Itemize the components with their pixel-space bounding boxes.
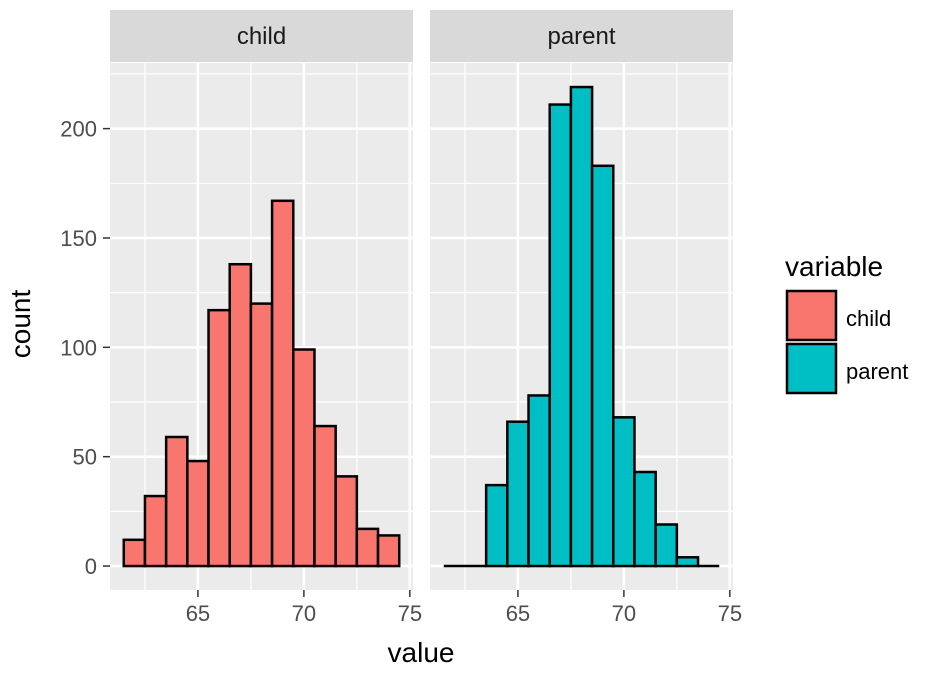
histogram-bar (506, 420, 530, 568)
facet-panel-parent: parent (430, 10, 733, 590)
legend-label-parent: parent (846, 359, 908, 384)
x-tick-label: 65 (506, 601, 530, 626)
histogram-bar (654, 523, 679, 568)
legend: variable child parent (785, 251, 908, 395)
y-axis-title: count (5, 290, 36, 359)
histogram-bar (633, 470, 657, 568)
legend-label-child: child (846, 306, 891, 331)
y-tick-label: 0 (85, 554, 97, 579)
histogram-bar (228, 262, 253, 568)
x-tick-label: 70 (612, 601, 636, 626)
histogram-bar (207, 308, 231, 568)
histogram-bar (164, 435, 189, 568)
histogram-bar (484, 483, 509, 568)
histogram-bar (313, 424, 337, 568)
y-tick-label: 200 (60, 117, 97, 142)
y-tick-label: 100 (60, 335, 97, 360)
y-tick-label: 50 (73, 445, 97, 470)
facet-panels: child parent (110, 10, 733, 590)
histogram-bar (249, 302, 274, 568)
x-tick-label: 75 (398, 601, 422, 626)
facet-panel-child: child (110, 10, 413, 590)
histogram-bar (675, 556, 700, 568)
histogram-bar (355, 527, 380, 568)
histogram-bar (569, 85, 594, 568)
histogram-bar (292, 348, 316, 568)
x-tick-label: 65 (186, 601, 210, 626)
x-tick-label: 70 (292, 601, 316, 626)
histogram-bar (612, 416, 636, 568)
facet-strip (110, 10, 413, 62)
y-tick-label: 150 (60, 226, 97, 251)
histogram-bar (376, 534, 401, 568)
x-axis-title: value (388, 637, 455, 668)
y-axis: 0 50 100 150 200 (60, 117, 110, 579)
histogram-bar (527, 394, 551, 568)
facet-strip-label: parent (547, 23, 615, 50)
histogram-bar (122, 538, 147, 568)
x-tick-label: 75 (718, 601, 742, 626)
histogram-bar (590, 164, 615, 568)
histogram-bar (548, 103, 573, 568)
legend-key-child (785, 289, 838, 342)
facet-strip (430, 10, 733, 62)
legend-key-parent (785, 342, 838, 395)
facet-strip-label: child (237, 23, 286, 50)
histogram-bar (334, 475, 359, 568)
histogram-bar (186, 459, 210, 568)
legend-title: variable (785, 251, 883, 282)
x-axis: 65 70 75 65 70 75 (186, 590, 742, 626)
histogram-bar (270, 199, 295, 568)
histogram-bar (143, 494, 168, 568)
